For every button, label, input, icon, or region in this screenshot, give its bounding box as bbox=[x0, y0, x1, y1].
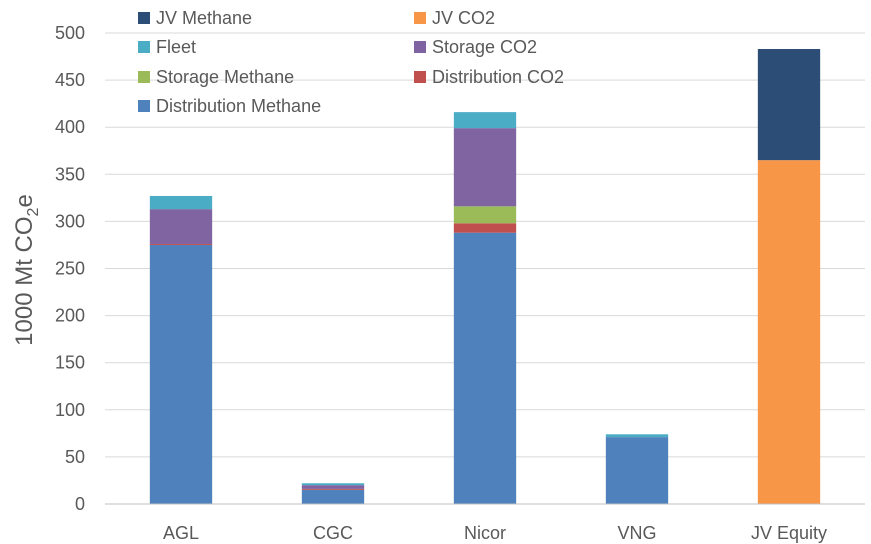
y-tick-label: 50 bbox=[65, 447, 85, 467]
legend-item: Distribution Methane bbox=[138, 96, 321, 116]
bar-segment bbox=[149, 244, 213, 245]
legend-item: Storage CO2 bbox=[414, 37, 537, 57]
bar-segment bbox=[301, 489, 365, 504]
y-axis-title-sub: 2 bbox=[25, 207, 42, 216]
bar-segment bbox=[757, 160, 821, 505]
legend-label: Distribution CO2 bbox=[432, 67, 564, 87]
bars bbox=[149, 49, 821, 505]
x-tick-label: AGL bbox=[163, 523, 199, 543]
y-tick-label: 350 bbox=[55, 164, 85, 184]
legend-swatch bbox=[138, 100, 150, 112]
axes: 0 50 100 150 200 250 300 350 400 450 500 AGL CGC Nico… bbox=[55, 23, 865, 543]
bar-segment bbox=[301, 483, 365, 486]
legend-swatch bbox=[414, 12, 426, 24]
bar-segment bbox=[453, 232, 517, 505]
bar-segment bbox=[453, 206, 517, 224]
bar-segment bbox=[149, 244, 213, 504]
bar-segment bbox=[301, 485, 365, 489]
legend-item: Storage Methane bbox=[138, 67, 294, 87]
y-axis-title: 1000 Mt CO2e bbox=[11, 194, 42, 346]
x-tick-label: CGC bbox=[313, 523, 353, 543]
legend-label: Storage Methane bbox=[156, 67, 294, 87]
y-tick-label: 250 bbox=[55, 259, 85, 279]
legend-label: JV CO2 bbox=[432, 8, 495, 28]
y-tick-label: 200 bbox=[55, 306, 85, 326]
bar-segment bbox=[757, 49, 821, 161]
legend-label: Fleet bbox=[156, 37, 196, 57]
y-tick-label: 300 bbox=[55, 211, 85, 231]
legend: JV Methane JV CO2 Fleet Storage CO2 Storage … bbox=[138, 8, 564, 116]
bar-segment bbox=[605, 434, 669, 438]
y-tick-label: 150 bbox=[55, 353, 85, 373]
bar-segment bbox=[149, 209, 213, 245]
bar-segment bbox=[149, 195, 213, 210]
legend-swatch bbox=[138, 71, 150, 83]
y-tick-label: 500 bbox=[55, 23, 85, 43]
legend-swatch bbox=[414, 41, 426, 53]
y-tick-label: 100 bbox=[55, 400, 85, 420]
legend-label: JV Methane bbox=[156, 8, 252, 28]
bar-segment bbox=[453, 223, 517, 233]
legend-label: Storage CO2 bbox=[432, 37, 537, 57]
bar-segment bbox=[453, 112, 517, 129]
y-axis-title-main: 1000 Mt CO bbox=[11, 216, 38, 345]
y-tick-label: 0 bbox=[75, 494, 85, 514]
y-tick-label: 450 bbox=[55, 70, 85, 90]
legend-item: JV Methane bbox=[138, 8, 252, 28]
legend-swatch bbox=[138, 41, 150, 53]
x-tick-label: Nicor bbox=[464, 523, 506, 543]
legend-item: JV CO2 bbox=[414, 8, 495, 28]
bar-segment bbox=[605, 437, 669, 504]
legend-swatch bbox=[138, 12, 150, 24]
y-tick-label: 400 bbox=[55, 117, 85, 137]
legend-label: Distribution Methane bbox=[156, 96, 321, 116]
y-axis-title-tail: e bbox=[11, 194, 38, 207]
bar-segment bbox=[301, 488, 365, 490]
x-tick-label: JV Equity bbox=[751, 523, 827, 543]
legend-item: Distribution CO2 bbox=[414, 67, 564, 87]
legend-item: Fleet bbox=[138, 37, 196, 57]
x-tick-label: VNG bbox=[617, 523, 656, 543]
bar-segment bbox=[453, 128, 517, 207]
legend-swatch bbox=[414, 71, 426, 83]
